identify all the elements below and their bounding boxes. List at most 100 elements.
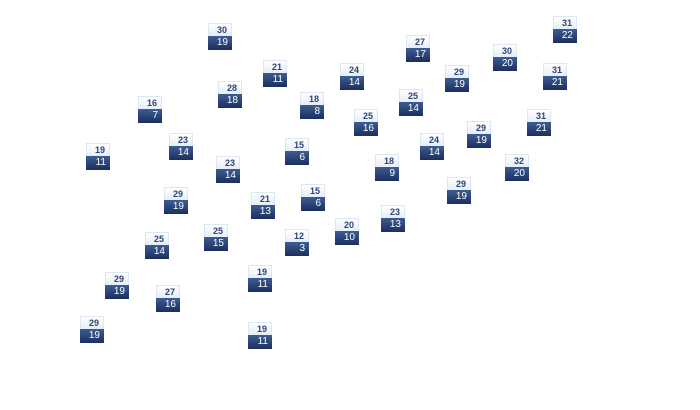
low-temp: 9 bbox=[375, 167, 399, 181]
station-marker[interactable]: 25 14 bbox=[399, 89, 423, 116]
station-marker[interactable]: 19 11 bbox=[248, 322, 272, 349]
high-temp: 24 bbox=[420, 133, 444, 146]
low-temp: 16 bbox=[354, 122, 378, 136]
low-temp: 8 bbox=[300, 105, 324, 119]
station-marker[interactable]: 29 19 bbox=[447, 177, 471, 204]
station-marker[interactable]: 29 19 bbox=[164, 187, 188, 214]
high-temp: 24 bbox=[340, 63, 364, 76]
low-temp: 17 bbox=[406, 48, 430, 62]
low-temp: 19 bbox=[164, 200, 188, 214]
high-temp: 32 bbox=[505, 154, 529, 167]
low-temp: 11 bbox=[263, 73, 287, 87]
low-temp: 11 bbox=[248, 278, 272, 292]
station-marker[interactable]: 15 6 bbox=[285, 138, 309, 165]
station-marker[interactable]: 29 19 bbox=[467, 121, 491, 148]
low-temp: 11 bbox=[248, 335, 272, 349]
station-marker[interactable]: 19 11 bbox=[248, 265, 272, 292]
station-marker[interactable]: 29 19 bbox=[80, 316, 104, 343]
station-marker[interactable]: 25 16 bbox=[354, 109, 378, 136]
station-marker[interactable]: 24 14 bbox=[340, 63, 364, 90]
high-temp: 19 bbox=[248, 322, 272, 335]
high-temp: 12 bbox=[285, 229, 309, 242]
low-temp: 7 bbox=[138, 109, 162, 123]
station-marker[interactable]: 25 14 bbox=[145, 232, 169, 259]
low-temp: 13 bbox=[251, 205, 275, 219]
station-marker[interactable]: 25 15 bbox=[204, 224, 228, 251]
high-temp: 25 bbox=[399, 89, 423, 102]
low-temp: 18 bbox=[218, 94, 242, 108]
station-marker[interactable]: 31 22 bbox=[553, 16, 577, 43]
station-marker[interactable]: 19 11 bbox=[86, 143, 110, 170]
high-temp: 25 bbox=[204, 224, 228, 237]
low-temp: 11 bbox=[86, 156, 110, 170]
station-marker[interactable]: 15 6 bbox=[301, 184, 325, 211]
high-temp: 21 bbox=[251, 192, 275, 205]
high-temp: 27 bbox=[156, 285, 180, 298]
station-marker[interactable]: 32 20 bbox=[505, 154, 529, 181]
low-temp: 21 bbox=[527, 122, 551, 136]
low-temp: 13 bbox=[381, 218, 405, 232]
station-marker[interactable]: 29 19 bbox=[445, 65, 469, 92]
station-marker[interactable]: 30 19 bbox=[208, 23, 232, 50]
low-temp: 14 bbox=[340, 76, 364, 90]
low-temp: 6 bbox=[301, 197, 325, 211]
high-temp: 31 bbox=[527, 109, 551, 122]
station-marker[interactable]: 21 11 bbox=[263, 60, 287, 87]
high-temp: 15 bbox=[301, 184, 325, 197]
low-temp: 16 bbox=[156, 298, 180, 312]
station-marker[interactable]: 28 18 bbox=[218, 81, 242, 108]
high-temp: 23 bbox=[216, 156, 240, 169]
high-temp: 29 bbox=[447, 177, 471, 190]
high-temp: 16 bbox=[138, 96, 162, 109]
high-temp: 29 bbox=[467, 121, 491, 134]
station-marker[interactable]: 21 13 bbox=[251, 192, 275, 219]
low-temp: 15 bbox=[204, 237, 228, 251]
station-marker[interactable]: 24 14 bbox=[420, 133, 444, 160]
high-temp: 28 bbox=[218, 81, 242, 94]
low-temp: 14 bbox=[169, 146, 193, 160]
station-marker[interactable]: 16 7 bbox=[138, 96, 162, 123]
station-marker[interactable]: 29 19 bbox=[105, 272, 129, 299]
station-marker[interactable]: 12 3 bbox=[285, 229, 309, 256]
low-temp: 22 bbox=[553, 29, 577, 43]
station-marker[interactable]: 18 8 bbox=[300, 92, 324, 119]
high-temp: 21 bbox=[263, 60, 287, 73]
high-temp: 15 bbox=[285, 138, 309, 151]
high-temp: 30 bbox=[493, 44, 517, 57]
high-temp: 18 bbox=[375, 154, 399, 167]
station-marker[interactable]: 31 21 bbox=[527, 109, 551, 136]
station-marker[interactable]: 18 9 bbox=[375, 154, 399, 181]
station-marker[interactable]: 23 13 bbox=[381, 205, 405, 232]
low-temp: 19 bbox=[445, 78, 469, 92]
low-temp: 19 bbox=[208, 36, 232, 50]
high-temp: 29 bbox=[445, 65, 469, 78]
low-temp: 19 bbox=[80, 329, 104, 343]
low-temp: 6 bbox=[285, 151, 309, 165]
low-temp: 19 bbox=[105, 285, 129, 299]
high-temp: 31 bbox=[543, 63, 567, 76]
high-temp: 23 bbox=[381, 205, 405, 218]
high-temp: 23 bbox=[169, 133, 193, 146]
station-marker[interactable]: 23 14 bbox=[169, 133, 193, 160]
station-marker[interactable]: 20 10 bbox=[335, 218, 359, 245]
station-marker[interactable]: 27 16 bbox=[156, 285, 180, 312]
high-temp: 29 bbox=[80, 316, 104, 329]
low-temp: 19 bbox=[467, 134, 491, 148]
station-marker[interactable]: 31 21 bbox=[543, 63, 567, 90]
high-temp: 29 bbox=[105, 272, 129, 285]
high-temp: 25 bbox=[354, 109, 378, 122]
high-temp: 31 bbox=[553, 16, 577, 29]
low-temp: 14 bbox=[420, 146, 444, 160]
low-temp: 14 bbox=[399, 102, 423, 116]
station-marker[interactable]: 23 14 bbox=[216, 156, 240, 183]
station-marker[interactable]: 27 17 bbox=[406, 35, 430, 62]
low-temp: 20 bbox=[493, 57, 517, 71]
high-temp: 29 bbox=[164, 187, 188, 200]
low-temp: 20 bbox=[505, 167, 529, 181]
high-temp: 19 bbox=[248, 265, 272, 278]
low-temp: 14 bbox=[216, 169, 240, 183]
low-temp: 10 bbox=[335, 231, 359, 245]
station-marker[interactable]: 30 20 bbox=[493, 44, 517, 71]
low-temp: 19 bbox=[447, 190, 471, 204]
